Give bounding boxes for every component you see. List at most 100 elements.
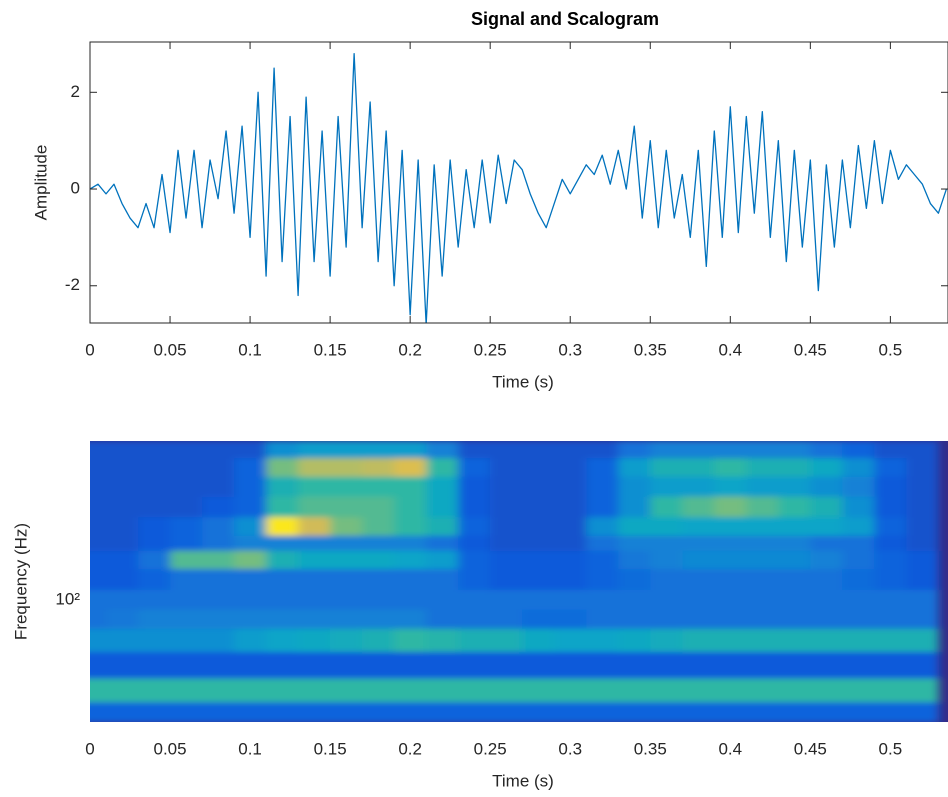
scalogram-cell [554, 535, 587, 551]
scalogram-cell [778, 535, 811, 551]
scalogram-cell [490, 568, 523, 590]
scalogram-cell [266, 441, 299, 459]
x-tick-label: 0.05 [153, 340, 186, 359]
scalogram-cell [202, 651, 235, 679]
scalogram-cell [874, 476, 907, 497]
scalogram-cell [810, 568, 843, 590]
x-tick-label: 0.15 [314, 340, 347, 359]
scalogram-cell [330, 516, 363, 536]
scalogram-cell [138, 516, 171, 536]
scalogram-cell [810, 651, 843, 679]
scalogram-cell [362, 516, 395, 536]
scalogram-cell [490, 651, 523, 679]
scalogram-cell [426, 457, 459, 477]
scalogram-cell [618, 651, 651, 679]
x-tick-label: 0.1 [238, 340, 262, 359]
scalogram-cell [906, 609, 939, 629]
scalogram-cell [202, 496, 235, 518]
chart-title: Signal and Scalogram [471, 9, 659, 29]
scalogram-cell [554, 609, 587, 629]
scalogram-cell [202, 457, 235, 477]
scalogram-cell [522, 476, 555, 497]
scalogram-cell [874, 516, 907, 536]
scalogram-cell [458, 535, 491, 551]
x-tick-label: 0.2 [398, 340, 422, 359]
scalogram-cell [330, 441, 363, 459]
scalogram-cell [778, 701, 811, 722]
scalogram-cell [234, 441, 267, 459]
scalogram-cell [650, 678, 683, 703]
scalogram-cell [554, 701, 587, 722]
scalogram-cell [650, 550, 683, 570]
scalogram-cell [170, 476, 203, 497]
y-tick-label: 0 [71, 179, 80, 198]
scalogram-cell [810, 609, 843, 629]
scalogram-cell [618, 701, 651, 722]
scalogram-cell [362, 457, 395, 477]
x-tick-label: 0.35 [634, 739, 667, 758]
scalogram-cell [650, 568, 683, 590]
scalogram-cell [842, 516, 875, 536]
scalogram-cell [234, 651, 267, 679]
scalogram-cell [234, 535, 267, 551]
scalogram-cell [426, 568, 459, 590]
scalogram-cell [298, 516, 331, 536]
scalogram-cell [714, 609, 747, 629]
scalogram-cell [426, 609, 459, 629]
scalogram-cell [394, 441, 427, 459]
scalogram-cell [874, 678, 907, 703]
scalogram-cell [874, 550, 907, 570]
x-tick-label: 0 [85, 739, 94, 758]
scalogram-cell [298, 496, 331, 518]
scalogram-cell [330, 496, 363, 518]
scalogram-cell [682, 441, 715, 459]
scalogram-cell [842, 550, 875, 570]
scalogram-cell [138, 457, 171, 477]
scalogram-cell [746, 628, 779, 652]
scalogram-cell [554, 476, 587, 497]
scalogram-cell [458, 550, 491, 570]
scalogram-cell [618, 589, 651, 610]
scalogram-cell [426, 651, 459, 679]
scalogram-cell [746, 589, 779, 610]
scalogram-cell [234, 589, 267, 610]
scalogram-cell [458, 568, 491, 590]
scalogram-cell [714, 678, 747, 703]
scalogram-cell [394, 678, 427, 703]
scalogram-cell [682, 496, 715, 518]
scalogram-cell [714, 516, 747, 536]
scalogram-cell [650, 496, 683, 518]
x-tick-label: 0.05 [153, 739, 186, 758]
scalogram-cell [90, 457, 107, 477]
scalogram-cell [906, 441, 939, 459]
scalogram-cell [746, 516, 779, 536]
scalogram-cell [266, 535, 299, 551]
scalogram-cell [906, 496, 939, 518]
scalogram-cell [906, 628, 939, 652]
scalogram-cell [298, 476, 331, 497]
scalogram-cell [170, 516, 203, 536]
scalogram-cell [106, 457, 139, 477]
scalogram-cell [138, 628, 171, 652]
scalogram-cell [298, 651, 331, 679]
scalogram-cell [90, 476, 107, 497]
scalogram-cell [810, 678, 843, 703]
scalogram-cell [266, 476, 299, 497]
scalogram-cell [138, 441, 171, 459]
scalogram-cell [106, 496, 139, 518]
scalogram-cell [394, 651, 427, 679]
scalogram-cell [490, 457, 523, 477]
scalogram-cell [394, 535, 427, 551]
scalogram-cell [106, 609, 139, 629]
scalogram-cell [842, 589, 875, 610]
scalogram-cell [298, 589, 331, 610]
scalogram-cell [586, 568, 619, 590]
scalogram-cell [90, 535, 107, 551]
scalogram-cell [874, 496, 907, 518]
scalogram-cell [234, 609, 267, 629]
scalogram-cell [266, 589, 299, 610]
scalogram [90, 441, 948, 722]
scalogram-cell [170, 589, 203, 610]
scalogram-cell [458, 609, 491, 629]
